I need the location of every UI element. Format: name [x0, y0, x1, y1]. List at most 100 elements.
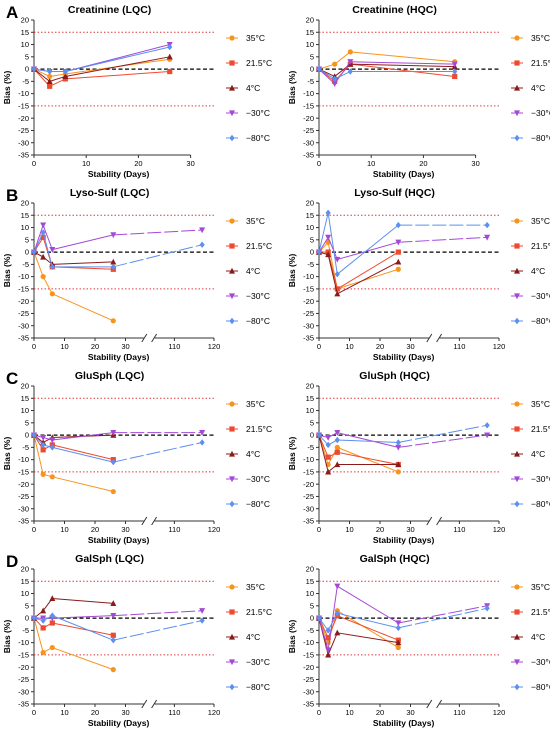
x-tick-label: 0	[32, 525, 36, 534]
y-tick-label: -20	[18, 297, 29, 306]
x-tick-label: 30	[406, 525, 414, 534]
data-point	[334, 430, 341, 436]
y-tick-label: -20	[303, 114, 314, 123]
series-4	[31, 43, 173, 75]
data-point	[110, 667, 116, 673]
axis-break-mark	[426, 699, 433, 709]
legend-entry: 21.5°C	[226, 424, 272, 434]
data-point	[334, 436, 340, 444]
axis-break-mark	[426, 333, 433, 343]
x-tick-label: 10	[60, 708, 68, 717]
y-tick-label: -5	[22, 77, 29, 86]
legend-entry: 4°C	[511, 449, 545, 459]
y-tick-label: -5	[22, 626, 29, 635]
x-tick-label: 10	[82, 159, 90, 168]
y-tick-label: -35	[303, 700, 314, 709]
series-line-extended	[398, 236, 488, 243]
data-point	[49, 444, 55, 451]
y-tick-label: 10	[21, 406, 29, 415]
y-tick-label: -35	[18, 517, 29, 526]
legend-marker	[229, 84, 235, 91]
legend-label: 21.5°C	[246, 424, 272, 434]
legend-marker	[514, 426, 520, 432]
legend-label: 35°C	[246, 399, 265, 409]
y-tick-label: -35	[303, 334, 314, 343]
x-tick-label: 0	[32, 708, 36, 717]
legend-marker	[229, 401, 235, 407]
data-point	[199, 608, 206, 614]
data-point	[199, 617, 205, 624]
legend-marker	[229, 134, 235, 142]
series-0	[31, 432, 116, 495]
chart-3: Lyso-Sulf (HQC) 20 15 10 5 0 -5 -10 -15 -20 -25 -30…	[287, 187, 550, 362]
y-tick-label: -20	[18, 114, 29, 123]
y-tick-label: 10	[306, 40, 314, 49]
y-tick-label: -15	[18, 468, 29, 477]
data-point	[199, 430, 206, 436]
y-tick-label: 20	[21, 382, 29, 391]
data-point	[395, 644, 401, 651]
series-3	[31, 430, 206, 444]
y-tick-label: 0	[310, 614, 314, 623]
axis-break-mark	[151, 699, 158, 709]
series-line-extended	[113, 229, 203, 236]
legend-entry: 35°C	[226, 33, 265, 43]
series-line-extended	[113, 610, 203, 617]
axis-break-mark	[141, 516, 148, 526]
chart-title: GalSph (HQC)	[360, 553, 430, 565]
data-point	[451, 61, 458, 68]
data-point	[325, 234, 332, 241]
y-tick-label: 5	[25, 52, 29, 61]
legend-label: 21.5°C	[531, 424, 550, 434]
y-tick-label: -30	[303, 687, 314, 696]
data-point	[40, 253, 47, 260]
data-point	[40, 447, 46, 453]
x-tick-label: 120	[493, 525, 506, 534]
chart-title: GluSph (HQC)	[359, 370, 430, 382]
series-3	[31, 608, 206, 622]
x-tick-label: 0	[317, 708, 321, 717]
legend-marker	[514, 218, 520, 224]
x-tick-label: 0	[317, 159, 321, 168]
data-point	[49, 263, 55, 271]
y-tick-label: 15	[306, 577, 314, 586]
y-tick-label: -30	[303, 138, 314, 147]
legend-marker	[514, 500, 520, 508]
data-point	[40, 441, 46, 449]
series-line	[33, 617, 114, 671]
x-tick-label: 20	[91, 525, 99, 534]
legend-entry: 21.5°C	[511, 424, 550, 434]
series-line-extended	[398, 434, 488, 448]
chart-5: GluSph (HQC) 20 15 10 5 0 -5 -10 -15 -20 -25 -30 -35…	[287, 370, 550, 545]
x-tick-label: 0	[317, 342, 321, 351]
series-4	[316, 605, 490, 634]
y-tick-label: -10	[303, 89, 314, 98]
y-tick-label: 0	[310, 248, 314, 257]
legend-label: 4°C	[531, 632, 545, 642]
y-axis-label: Bias (%)	[287, 71, 297, 105]
legend-marker	[514, 659, 520, 666]
y-tick-label: -10	[18, 638, 29, 647]
y-tick-label: 0	[310, 65, 314, 74]
y-tick-label: -35	[18, 334, 29, 343]
data-point	[40, 607, 47, 614]
x-axis-label: Stability (Days)	[373, 352, 435, 362]
data-point	[347, 59, 354, 65]
y-tick-label: -10	[303, 455, 314, 464]
y-tick-label: 0	[25, 614, 29, 623]
legend-label: −80°C	[246, 133, 270, 143]
data-point	[49, 620, 55, 626]
legend-marker	[229, 218, 235, 224]
series-line	[318, 63, 455, 77]
legend-label: 21.5°C	[531, 241, 550, 251]
y-tick-label: -30	[18, 687, 29, 696]
data-point	[325, 441, 331, 449]
y-tick-label: -25	[303, 126, 314, 135]
legend-entry: −30°C	[511, 657, 550, 667]
data-point	[395, 624, 401, 632]
y-tick-label: 5	[310, 235, 314, 244]
legend-marker	[229, 633, 235, 640]
legend-label: −30°C	[246, 291, 270, 301]
legend-entry: 35°C	[226, 582, 265, 592]
legend-entry: −30°C	[226, 108, 270, 118]
